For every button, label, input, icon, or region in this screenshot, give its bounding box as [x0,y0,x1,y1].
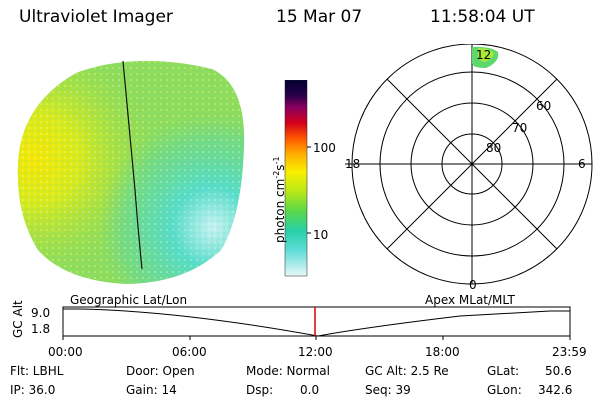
mode-status: Mode: Normal [246,364,330,378]
alt-tick-max: 9.0 [31,306,51,320]
altitude-curve [63,308,570,337]
mlat-label-70: 70 [512,121,527,135]
mlt-label-0: 0 [469,278,477,292]
colorbar-tick-100: 100 [313,141,336,155]
instrument-title: Ultraviolet Imager [19,7,173,27]
mlat-label-80: 80 [486,141,501,155]
colorbar-units: photon cm-2s-1 [272,156,287,243]
time-tick-0: 00:00 [48,345,83,359]
door-status: Door: Open [126,364,195,378]
mlt-label-12: 12 [476,48,491,62]
geo-coords-title: Geographic Lat/Lon [70,293,188,307]
terminator-line [122,60,143,270]
mlat-label-60: 60 [536,99,551,113]
gc-alt-status: GC Alt: 2.5 Re [365,364,449,378]
glon-value: 342.6 [538,383,573,397]
polar-emission-core [478,48,494,62]
color-scale-bar [284,80,311,277]
mlt-label-6: 6 [578,157,586,171]
colorbar-tick-10: 10 [313,228,329,242]
filter-status: Flt: LBHL [10,364,64,378]
time-label: 11:58:04 UT [430,7,535,27]
auroral-image [17,60,245,285]
units-exp-2: -1 [272,156,281,165]
glat-value: 50.6 [545,364,572,378]
units-exp-1: -2 [272,170,281,179]
time-tick-2: 12:00 [298,345,333,359]
dsp-value: 0.0 [300,383,320,397]
mlt-label-18: 18 [345,157,360,171]
gain-status: Gain: 14 [126,383,177,397]
time-tick-1: 06:00 [172,345,207,359]
altitude-timeline [62,306,571,340]
gc-alt-axis-label: GC Alt [11,300,25,338]
apex-coords-title: Apex MLat/MLT [425,293,515,307]
time-tick-4: 23:59 [552,345,587,359]
units-sec: s [273,164,287,171]
glon-label: GLon: [487,383,522,397]
polar-mlt-grid: 12 18 6 0 60 70 80 [345,44,593,292]
time-tick-3: 18:00 [425,345,460,359]
dsp-label: Dsp: [246,383,274,397]
units-base: photon cm [273,178,287,243]
date-label: 15 Mar 07 [276,7,363,27]
glat-label: GLat: [487,364,520,378]
ip-status: IP: 36.0 [10,383,56,397]
alt-tick-min: 1.8 [31,322,51,336]
seq-status: Seq: 39 [365,383,411,397]
